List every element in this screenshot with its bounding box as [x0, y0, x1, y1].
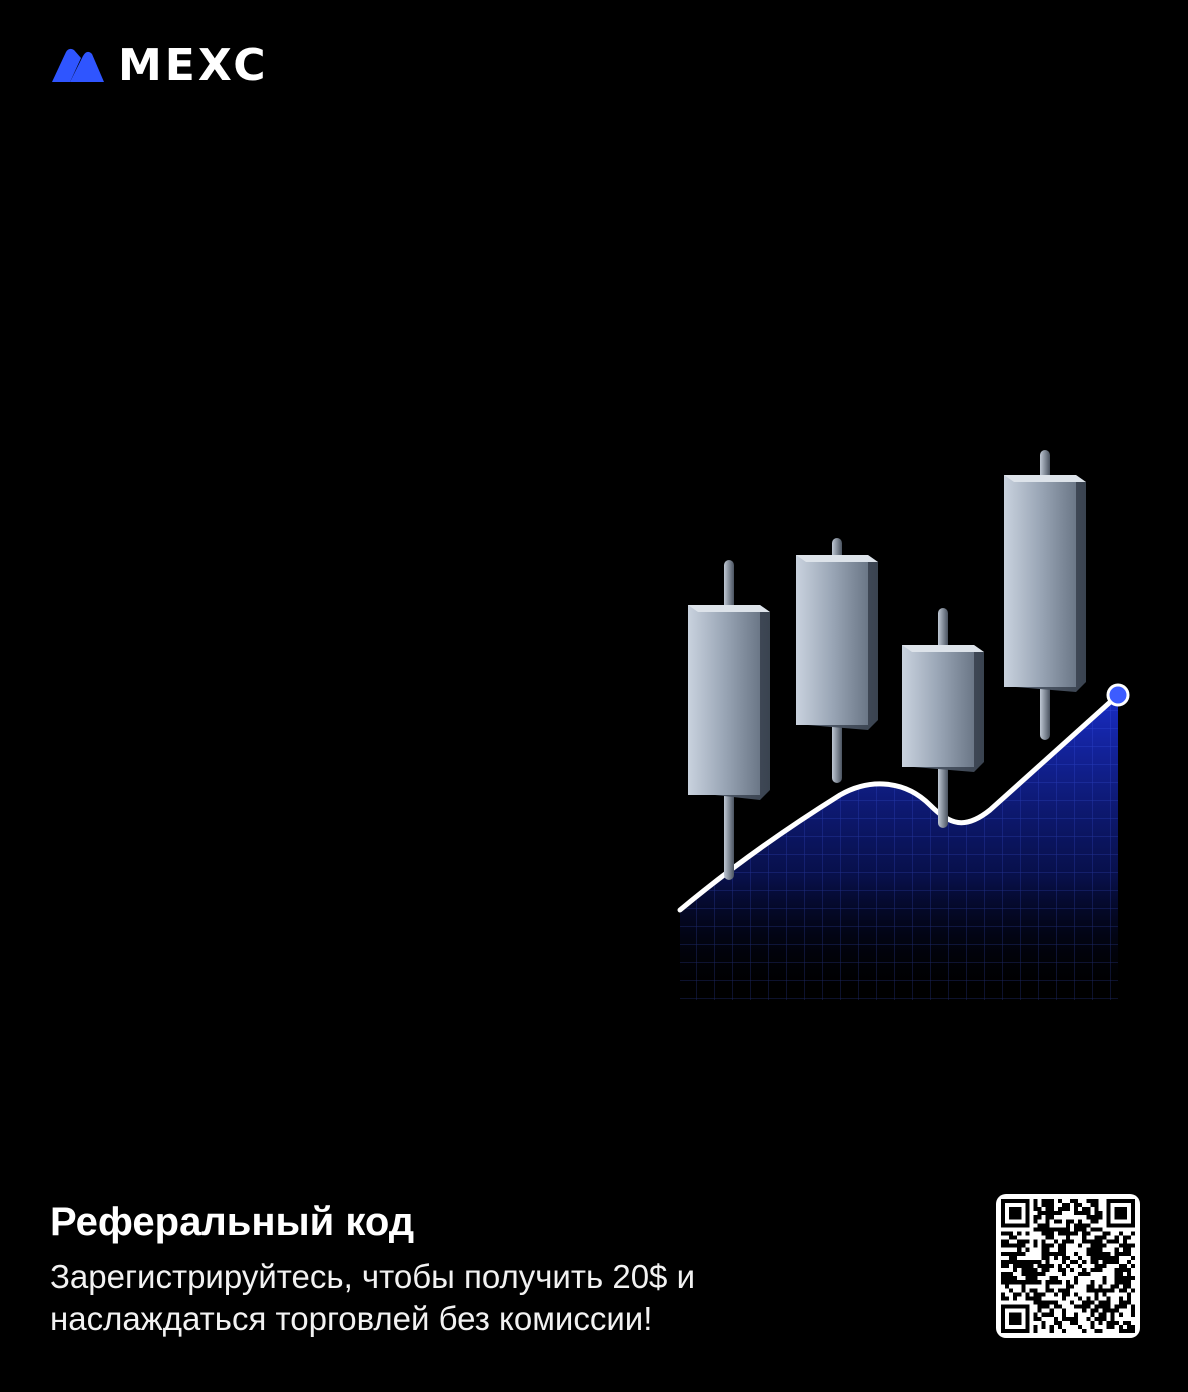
- description-text: Зарегистрируйтесь, чтобы получить 20$ и …: [50, 1258, 695, 1337]
- brand-name: MEXC: [118, 40, 269, 91]
- mexc-logo-icon: [52, 48, 104, 82]
- page-title: Реферальный код: [50, 1200, 415, 1244]
- candlestick-chart-icon: [677, 450, 1130, 1000]
- mexc-logo: MEXC: [50, 44, 269, 88]
- qr-code[interactable]: [996, 1194, 1140, 1338]
- qr-code-icon: [1001, 1199, 1135, 1333]
